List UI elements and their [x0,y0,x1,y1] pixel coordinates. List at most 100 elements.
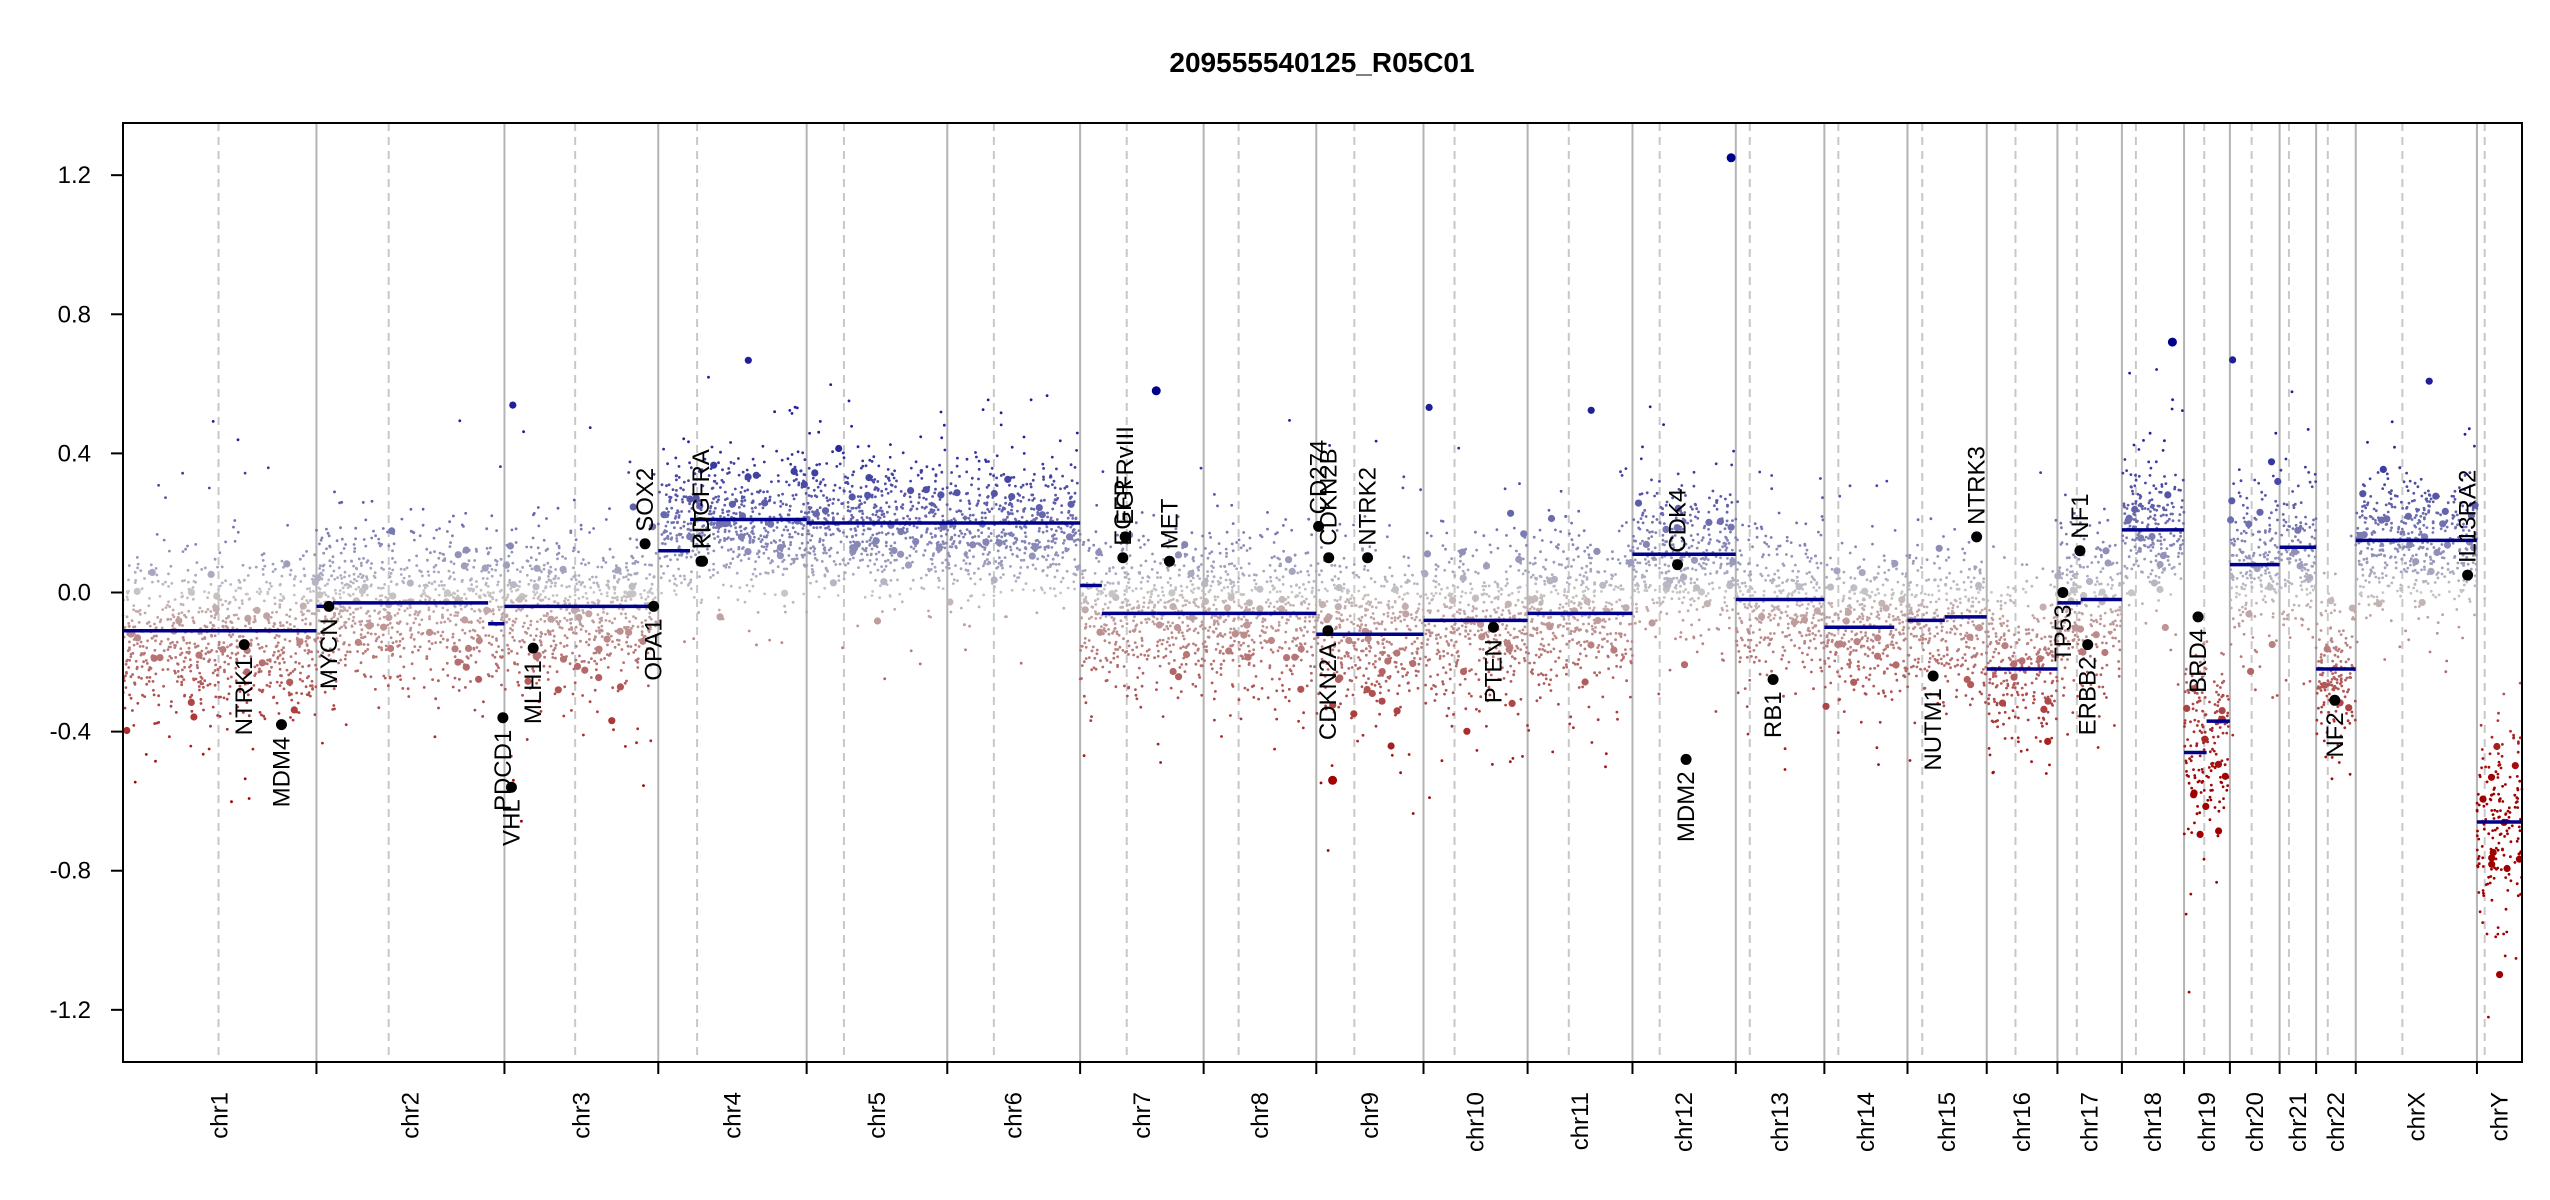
probe-point [1244,618,1248,622]
probe-point [864,492,868,495]
probe-point [208,682,212,686]
probe-point [1276,607,1280,611]
probe-point [167,585,171,588]
probe-point [253,615,256,618]
probe-point [689,528,693,532]
probe-point [1311,653,1315,657]
probe-point [1134,587,1138,591]
probe-point [760,538,764,542]
probe-point [886,558,890,562]
probe-point [428,615,431,618]
probe-point [1010,508,1013,512]
probe-point [206,608,210,611]
probe-point [412,677,416,680]
probe-point [1285,664,1289,668]
probe-point [754,506,757,509]
probe-point [487,570,491,574]
probe-point [871,541,874,545]
probe-point [1176,599,1179,603]
probe-point [1260,687,1264,690]
probe-point [127,666,131,669]
probe-point [562,714,566,718]
probe-point [474,592,478,596]
probe-point [502,596,506,600]
probe-point [622,661,625,664]
probe-point [652,635,655,639]
probe-point [464,511,468,515]
probe-point [744,356,752,364]
probe-point [251,747,255,751]
probe-point [635,538,639,542]
probe-point [1114,594,1118,598]
probe-point [176,662,179,665]
probe-point [179,602,183,606]
probe-point [278,653,282,657]
probe-point [312,574,315,578]
probe-point [1054,537,1058,541]
probe-point [214,592,218,596]
probe-point [408,613,412,617]
probe-point [1010,588,1014,592]
probe-point [570,709,573,712]
probe-point [1082,600,1086,604]
probe-point [339,596,342,600]
probe-point [559,641,562,645]
probe-point [703,457,707,461]
probe-point [513,662,517,666]
probe-point [806,575,810,579]
probe-point [1307,580,1311,584]
probe-point [422,686,426,689]
probe-point [1284,518,1288,521]
probe-point [1156,654,1160,658]
probe-point [511,561,515,565]
probe-point [783,604,786,608]
probe-point [1155,688,1158,691]
probe-point [870,460,874,463]
probe-point [527,652,531,656]
probe-point [626,590,634,599]
probe-point [207,642,210,646]
probe-point [1045,529,1049,533]
probe-point [1027,542,1031,545]
probe-point [1046,554,1050,558]
probe-point [361,574,365,578]
probe-point [721,617,725,621]
probe-point [278,667,282,671]
probe-point [1097,547,1101,551]
probe-point [273,650,276,654]
probe-point [1172,597,1175,601]
probe-point [950,535,954,539]
probe-point [719,486,722,489]
probe-point [125,672,128,675]
probe-point [762,535,766,539]
probe-point [542,563,546,567]
probe-point [912,538,920,546]
probe-point [611,686,615,690]
probe-point [968,562,972,566]
probe-point [399,604,403,608]
probe-point [386,598,389,602]
probe-point [1090,615,1093,619]
probe-point [1203,626,1207,630]
probe-point [1259,641,1263,645]
probe-point [1252,664,1256,668]
probe-point [343,575,346,579]
probe-point [141,645,145,648]
probe-point [616,598,619,602]
probe-point [539,643,543,647]
probe-point [1242,641,1245,645]
probe-point [140,677,143,680]
probe-point [552,639,556,643]
probe-point [304,622,307,626]
probe-point [615,564,618,568]
probe-point [682,524,686,528]
probe-point [130,619,134,622]
probe-point [379,604,383,607]
probe-point [164,606,168,609]
probe-point [412,638,416,641]
probe-point [531,667,535,671]
probe-point [689,522,693,525]
probe-point [918,517,921,520]
probe-point [1031,478,1035,482]
probe-point [886,510,889,514]
